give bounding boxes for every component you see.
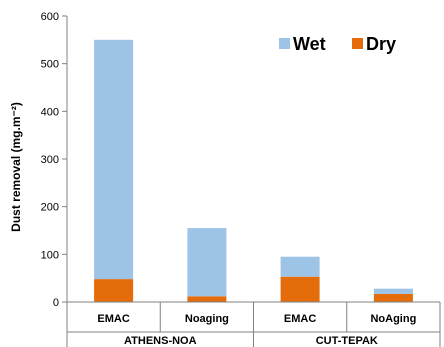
legend-label-wet: Wet bbox=[293, 34, 326, 54]
legend-swatch-wet bbox=[279, 38, 290, 49]
x-tick-label: Noaging bbox=[185, 313, 229, 325]
x-tick-label: EMAC bbox=[97, 313, 129, 325]
bar-wet-2 bbox=[187, 228, 227, 297]
y-tick-label: 100 bbox=[41, 249, 59, 261]
x-axis: EMAC Noaging EMAC NoAging ATHENS-NOA CUT-TEPA… bbox=[66, 301, 441, 347]
y-tick-label: 600 bbox=[41, 11, 59, 23]
legend-swatch-dry bbox=[352, 38, 363, 49]
y-axis-label: Dust removal (mg.m⁻²) bbox=[9, 102, 23, 232]
bar-wet-4 bbox=[373, 288, 413, 294]
y-tick-label: 0 bbox=[53, 297, 59, 309]
bar-dry-3 bbox=[280, 276, 320, 302]
y-tick-label: 200 bbox=[41, 202, 59, 214]
y-axis: 0 100 200 300 400 500 600 bbox=[41, 11, 68, 309]
y-tick-label: 400 bbox=[41, 106, 59, 118]
bar-wet-3 bbox=[280, 256, 320, 277]
bar-dry-4 bbox=[373, 293, 413, 302]
bars bbox=[94, 39, 413, 302]
bar-dry-2 bbox=[187, 296, 227, 302]
y-tick-label: 300 bbox=[41, 154, 59, 166]
x-group-label: ATHENS-NOA bbox=[124, 335, 197, 347]
legend-label-dry: Dry bbox=[366, 34, 396, 54]
x-group-label: CUT-TEPAK bbox=[316, 335, 378, 347]
x-tick-label: EMAC bbox=[284, 313, 316, 325]
legend: Wet Dry bbox=[279, 34, 396, 54]
bar-wet-1 bbox=[94, 39, 134, 280]
bar-dry-1 bbox=[94, 279, 134, 302]
y-tick-label: 500 bbox=[41, 59, 59, 71]
x-tick-label: NoAging bbox=[370, 313, 416, 325]
